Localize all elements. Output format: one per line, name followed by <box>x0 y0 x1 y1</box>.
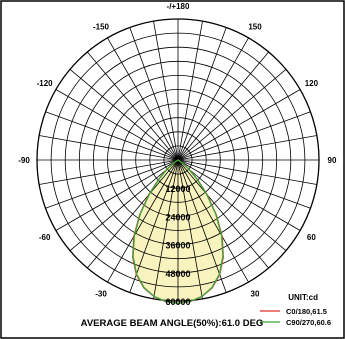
grid-spoke <box>177 69 287 161</box>
grid-spoke <box>153 159 179 299</box>
grid-spoke <box>107 159 179 283</box>
grid-spoke <box>177 159 301 231</box>
angle-label: -90 <box>18 156 30 165</box>
grid-spoke <box>107 37 179 161</box>
angle-label: -150 <box>93 23 110 32</box>
grid-spoke <box>177 159 227 293</box>
grid-spoke <box>177 135 317 161</box>
angle-label: 30 <box>251 289 260 298</box>
grid-spoke <box>39 159 179 185</box>
grid-spoke <box>177 159 311 209</box>
angle-label: 60 <box>307 233 316 242</box>
grid-spoke <box>177 27 227 161</box>
angle-label: -30 <box>95 289 107 298</box>
angle-label: -/+180 <box>167 2 190 11</box>
angle-label: 90 <box>328 156 337 165</box>
radial-tick-label: 36000 <box>165 241 190 251</box>
legend: C0/180,61.5 C90/270,60.6 <box>260 307 331 327</box>
grid-spoke <box>129 159 179 293</box>
grid-spoke <box>177 21 203 161</box>
grid-spoke <box>177 159 317 185</box>
grid-spoke <box>177 51 269 161</box>
grid-spoke <box>69 159 179 251</box>
footer-beam-angle: AVERAGE BEAM ANGLE(50%):61.0 DEG <box>81 318 264 329</box>
grid-spoke <box>87 159 179 269</box>
series-curve-c90-270 <box>132 159 224 305</box>
grid-spoke <box>177 89 301 161</box>
grid-spoke <box>39 135 179 161</box>
legend-label-c90: C90/270,60.6 <box>286 318 331 327</box>
grid-spoke <box>177 159 203 299</box>
grid-spoke <box>45 159 179 209</box>
angle-label: 150 <box>248 23 262 32</box>
angle-label: -60 <box>39 233 51 242</box>
unit-label: UNIT:cd <box>288 293 318 302</box>
radial-tick-label: 60000 <box>165 297 190 307</box>
grid-spoke <box>45 111 179 161</box>
angle-label: -120 <box>37 79 54 88</box>
grid-spoke <box>129 27 179 161</box>
grid-spoke <box>87 51 179 161</box>
grid-spoke <box>177 111 311 161</box>
grid-spoke <box>55 89 179 161</box>
grid-spoke <box>177 159 287 251</box>
grid-spoke <box>177 159 269 269</box>
radial-tick-label: 12000 <box>165 184 190 194</box>
grid-spoke <box>177 159 249 283</box>
grid-spoke <box>55 159 179 231</box>
grid-spoke <box>177 37 249 161</box>
angle-label: 120 <box>305 79 319 88</box>
legend-label-c0: C0/180,61.5 <box>286 307 327 316</box>
radial-tick-label: 48000 <box>165 269 190 279</box>
radial-tick-label: 24000 <box>165 212 190 222</box>
grid-spoke <box>69 69 179 161</box>
grid-spoke <box>153 21 179 161</box>
